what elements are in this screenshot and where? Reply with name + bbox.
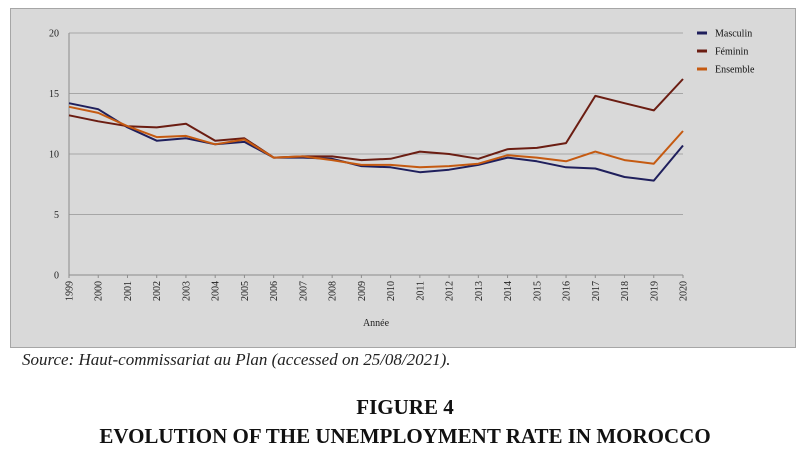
x-tick-label: 2007 <box>298 281 309 301</box>
y-tick-label: 5 <box>54 210 59 221</box>
x-tick-label: 2008 <box>328 281 339 301</box>
x-tick-label: 2009 <box>357 281 368 301</box>
x-tick-label: 2019 <box>649 281 660 301</box>
legend-label: Ensemble <box>715 65 755 76</box>
x-tick-label: 2001 <box>123 281 134 301</box>
x-axis-title: Année <box>363 318 390 329</box>
figure-title: EVOLUTION OF THE UNEMPLOYMENT RATE IN MO… <box>99 424 711 448</box>
y-tick-label: 10 <box>49 150 59 161</box>
y-tick-label: 0 <box>54 271 59 282</box>
x-tick-label: 2005 <box>240 281 251 301</box>
x-tick-label: 2020 <box>679 281 690 301</box>
x-tick-label: 2006 <box>269 281 280 301</box>
x-tick-label: 2002 <box>152 281 163 301</box>
x-tick-label: 2004 <box>211 281 222 301</box>
y-tick-label: 20 <box>49 29 59 40</box>
x-tick-label: 2017 <box>591 281 602 301</box>
figure-number: FIGURE 4 <box>356 395 454 419</box>
legend-label: Masculin <box>715 29 752 40</box>
x-tick-label: 2014 <box>503 281 514 301</box>
x-tick-label: 2016 <box>562 281 573 301</box>
series-line-f-minin <box>68 78 684 162</box>
legend-label: Féminin <box>715 47 748 58</box>
x-tick-label: 2010 <box>386 281 397 301</box>
series-line-masculin <box>68 102 684 182</box>
x-tick-label: 2012 <box>445 281 456 301</box>
x-tick-label: 2003 <box>181 281 192 301</box>
series-line-ensemble <box>68 105 684 169</box>
x-tick-label: 2018 <box>620 281 631 301</box>
line-chart: 0 5 10 15 20 1999 2000 2001 2002 2003 2004 2005 2006… <box>49 29 755 330</box>
x-tick-label: 2013 <box>474 281 485 301</box>
x-tick-label: 2000 <box>94 281 105 301</box>
y-tick-label: 15 <box>49 89 59 100</box>
x-tick-label: 2015 <box>532 281 543 301</box>
x-tick-label: 2011 <box>415 281 426 301</box>
chart-area: 0 5 10 15 20 1999 2000 2001 2002 2003 2004 2005 2006… <box>10 8 796 348</box>
source-note: Source: Haut-commissariat au Plan (acces… <box>22 350 451 369</box>
x-tick-label: 1999 <box>65 281 76 301</box>
